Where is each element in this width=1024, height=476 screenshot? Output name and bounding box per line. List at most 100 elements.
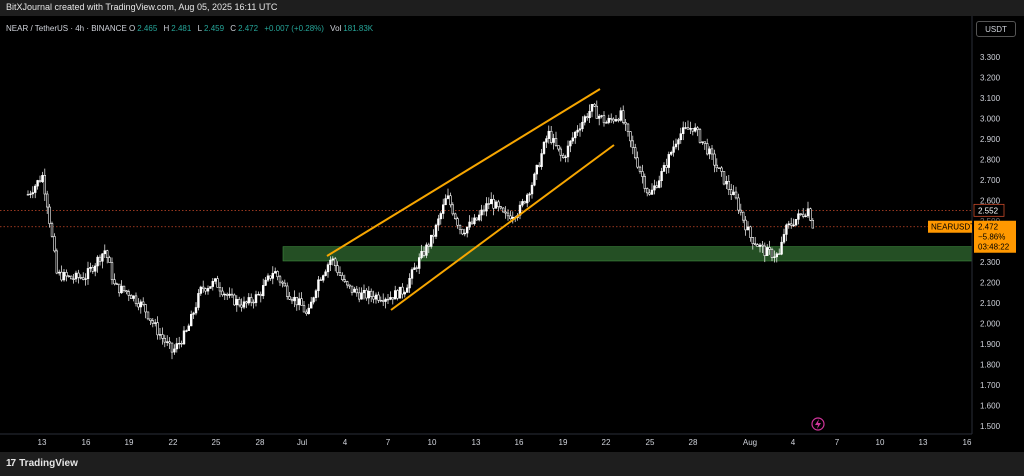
candle	[331, 256, 334, 266]
candle	[45, 190, 49, 214]
candle	[492, 194, 495, 216]
candle	[809, 207, 812, 222]
candle	[770, 247, 774, 262]
candle	[761, 240, 764, 253]
candle	[746, 221, 750, 231]
candle	[192, 311, 195, 320]
time-tick-label: 22	[169, 438, 178, 447]
candle	[804, 213, 807, 218]
candle	[161, 327, 164, 345]
candle	[614, 114, 618, 123]
candle	[329, 256, 332, 272]
candle	[226, 292, 229, 300]
time-tick-label: 10	[876, 438, 885, 447]
currency-button[interactable]: USDT	[976, 21, 1016, 37]
candle	[540, 148, 543, 170]
candle	[60, 265, 63, 282]
candle	[501, 207, 505, 213]
candle	[74, 270, 78, 283]
candle	[312, 296, 315, 305]
candle	[525, 193, 529, 208]
candle	[662, 162, 666, 172]
candle	[230, 288, 234, 299]
candle	[559, 146, 563, 162]
time-tick-label: 4	[343, 438, 348, 447]
lightning-icon[interactable]	[811, 417, 825, 431]
candle	[667, 151, 671, 174]
candle	[722, 171, 726, 186]
candle	[70, 275, 73, 280]
candle	[461, 228, 464, 236]
candle	[446, 188, 450, 200]
candle	[96, 255, 99, 273]
candle	[689, 121, 692, 134]
candle	[309, 296, 313, 309]
candle	[537, 162, 541, 168]
low-value: 2.459	[204, 24, 225, 33]
candle	[357, 287, 361, 303]
price-tick-label: 2.700	[980, 176, 1001, 185]
candle	[362, 284, 366, 300]
level-price-text: 2.552	[978, 206, 999, 215]
candle	[393, 285, 397, 300]
time-axis[interactable]: 13 16 19 22 25 28 Jul 4 7 10 13 16 19 22 25 28 Aug 4 7 10 13…	[38, 438, 972, 447]
candle	[590, 103, 594, 118]
candle	[494, 199, 498, 209]
candle	[557, 145, 560, 152]
candle	[163, 334, 166, 348]
candle	[336, 261, 339, 276]
candle	[113, 273, 116, 286]
candle	[523, 200, 527, 205]
candle	[679, 127, 683, 144]
candle	[681, 121, 685, 141]
candle	[811, 218, 815, 229]
candle	[485, 197, 488, 217]
candle	[573, 130, 577, 144]
candle	[31, 186, 34, 199]
candle	[103, 244, 107, 259]
close-value: 2.472	[238, 24, 259, 33]
candle	[91, 264, 95, 274]
price-tick-label: 2.800	[980, 156, 1001, 165]
candle	[597, 114, 601, 126]
candle	[182, 326, 186, 345]
candle	[285, 282, 289, 300]
candle	[321, 274, 325, 283]
candle	[734, 186, 738, 200]
tradingview-mark-icon: 17	[6, 458, 16, 469]
candle	[245, 300, 248, 309]
candle	[677, 137, 680, 151]
candle	[211, 278, 214, 291]
candle	[166, 335, 169, 347]
candle	[645, 187, 649, 197]
candle	[173, 344, 176, 355]
candle	[223, 292, 226, 301]
candle	[149, 318, 152, 325]
candle	[669, 150, 673, 156]
candle	[341, 272, 344, 282]
candle	[629, 131, 632, 148]
level-price-tag	[973, 203, 1005, 217]
candle	[581, 116, 584, 132]
candle	[453, 212, 457, 220]
price-tick-label: 1.700	[980, 381, 1001, 390]
candle	[38, 175, 42, 183]
candle	[621, 105, 625, 125]
candle	[487, 197, 490, 210]
candle	[463, 228, 466, 237]
candle	[41, 171, 44, 184]
candle	[238, 296, 241, 308]
candle	[449, 192, 452, 208]
candle	[612, 117, 615, 124]
candle	[264, 277, 267, 287]
candle	[144, 303, 147, 319]
price-tick-label: 1.600	[980, 402, 1001, 411]
candle	[549, 126, 553, 145]
candle	[753, 236, 757, 246]
volume-value: 181.83K	[343, 24, 374, 33]
tradingview-logo[interactable]: 17 TradingView	[6, 458, 78, 469]
candle	[422, 246, 426, 258]
ticker-tag	[928, 220, 972, 233]
